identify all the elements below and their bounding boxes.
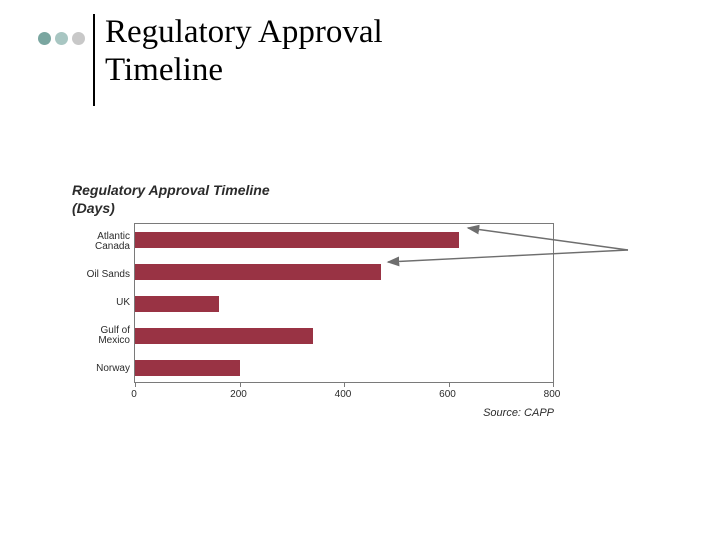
dot-icon <box>55 32 68 45</box>
y-axis-label: Norway <box>72 364 130 375</box>
plot-area <box>134 223 554 383</box>
chart-title: Regulatory Approval Timeline (Days) <box>72 182 642 217</box>
slide-title: Regulatory Approval Timeline <box>105 14 383 90</box>
x-axis-tick-label: 200 <box>230 389 247 400</box>
x-axis-tick-label: 400 <box>335 389 352 400</box>
bar <box>135 360 240 376</box>
x-axis-tick-label: 600 <box>439 389 456 400</box>
chart-source: Source: CAPP <box>72 407 554 419</box>
y-axis-label: UK <box>72 298 130 309</box>
bar <box>135 232 459 248</box>
x-axis-tick-label: 800 <box>544 389 561 400</box>
bar <box>135 296 219 312</box>
header-rule <box>93 14 95 106</box>
chart-figure: Regulatory Approval Timeline (Days) Atla… <box>72 182 642 419</box>
decorative-dots <box>38 32 85 45</box>
y-axis-label: Oil Sands <box>72 270 130 281</box>
y-axis-label: Gulf of Mexico <box>72 326 130 347</box>
chart-body: Atlantic Canada Oil Sands UK Gulf of Mexico… <box>72 223 642 403</box>
y-axis-labels: Atlantic Canada Oil Sands UK Gulf of Mexico… <box>72 223 134 383</box>
x-axis-tick-label: 0 <box>131 389 137 400</box>
plot-wrap: 0 200 400 600 800 <box>134 223 642 403</box>
bar <box>135 328 313 344</box>
y-axis-label: Atlantic Canada <box>72 232 130 253</box>
slide-header: Regulatory Approval Timeline <box>38 14 383 106</box>
dot-icon <box>38 32 51 45</box>
bar <box>135 264 381 280</box>
x-axis-ticks: 0200400600800 <box>134 385 554 403</box>
dot-icon <box>72 32 85 45</box>
